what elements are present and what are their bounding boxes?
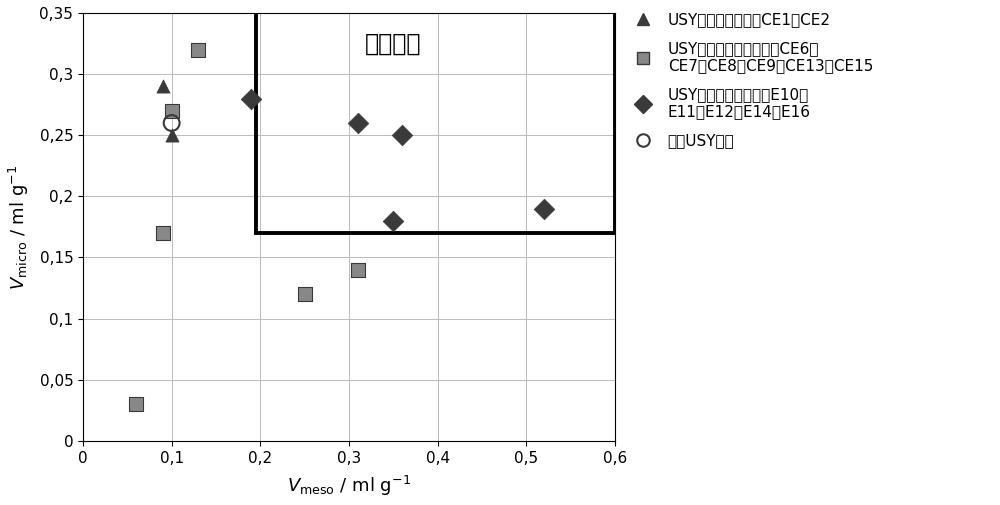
Point	[350, 266, 366, 274]
Y-axis label: $\mathit{V}_\mathrm{micro}$ / ml g$^{-1}$: $\mathit{V}_\mathrm{micro}$ / ml g$^{-1}…	[7, 164, 31, 289]
Point	[350, 119, 366, 127]
Point	[155, 82, 171, 90]
Point	[385, 217, 401, 225]
Legend: USY－碱－现有技术CE1和CE2, USY－酸－碱－现有技术CE6、
CE7、CE8、CE9、CE13、CE15, USY－酸－碱－本发明E10、
E11、E: USY－碱－现有技术CE1和CE2, USY－酸－碱－现有技术CE6、 CE7、…	[628, 12, 873, 148]
Text: 优选范围: 优选范围	[365, 31, 422, 56]
Point	[536, 205, 552, 213]
Point	[243, 94, 259, 103]
Point	[190, 45, 206, 54]
Bar	[256, 7, 615, 233]
Point	[164, 119, 180, 127]
X-axis label: $\mathit{V}_\mathrm{meso}$ / ml g$^{-1}$: $\mathit{V}_\mathrm{meso}$ / ml g$^{-1}$	[287, 474, 411, 498]
Point	[155, 229, 171, 237]
Point	[297, 290, 313, 298]
Point	[164, 131, 180, 139]
Point	[394, 131, 410, 139]
Point	[164, 107, 180, 115]
Point	[128, 400, 144, 408]
